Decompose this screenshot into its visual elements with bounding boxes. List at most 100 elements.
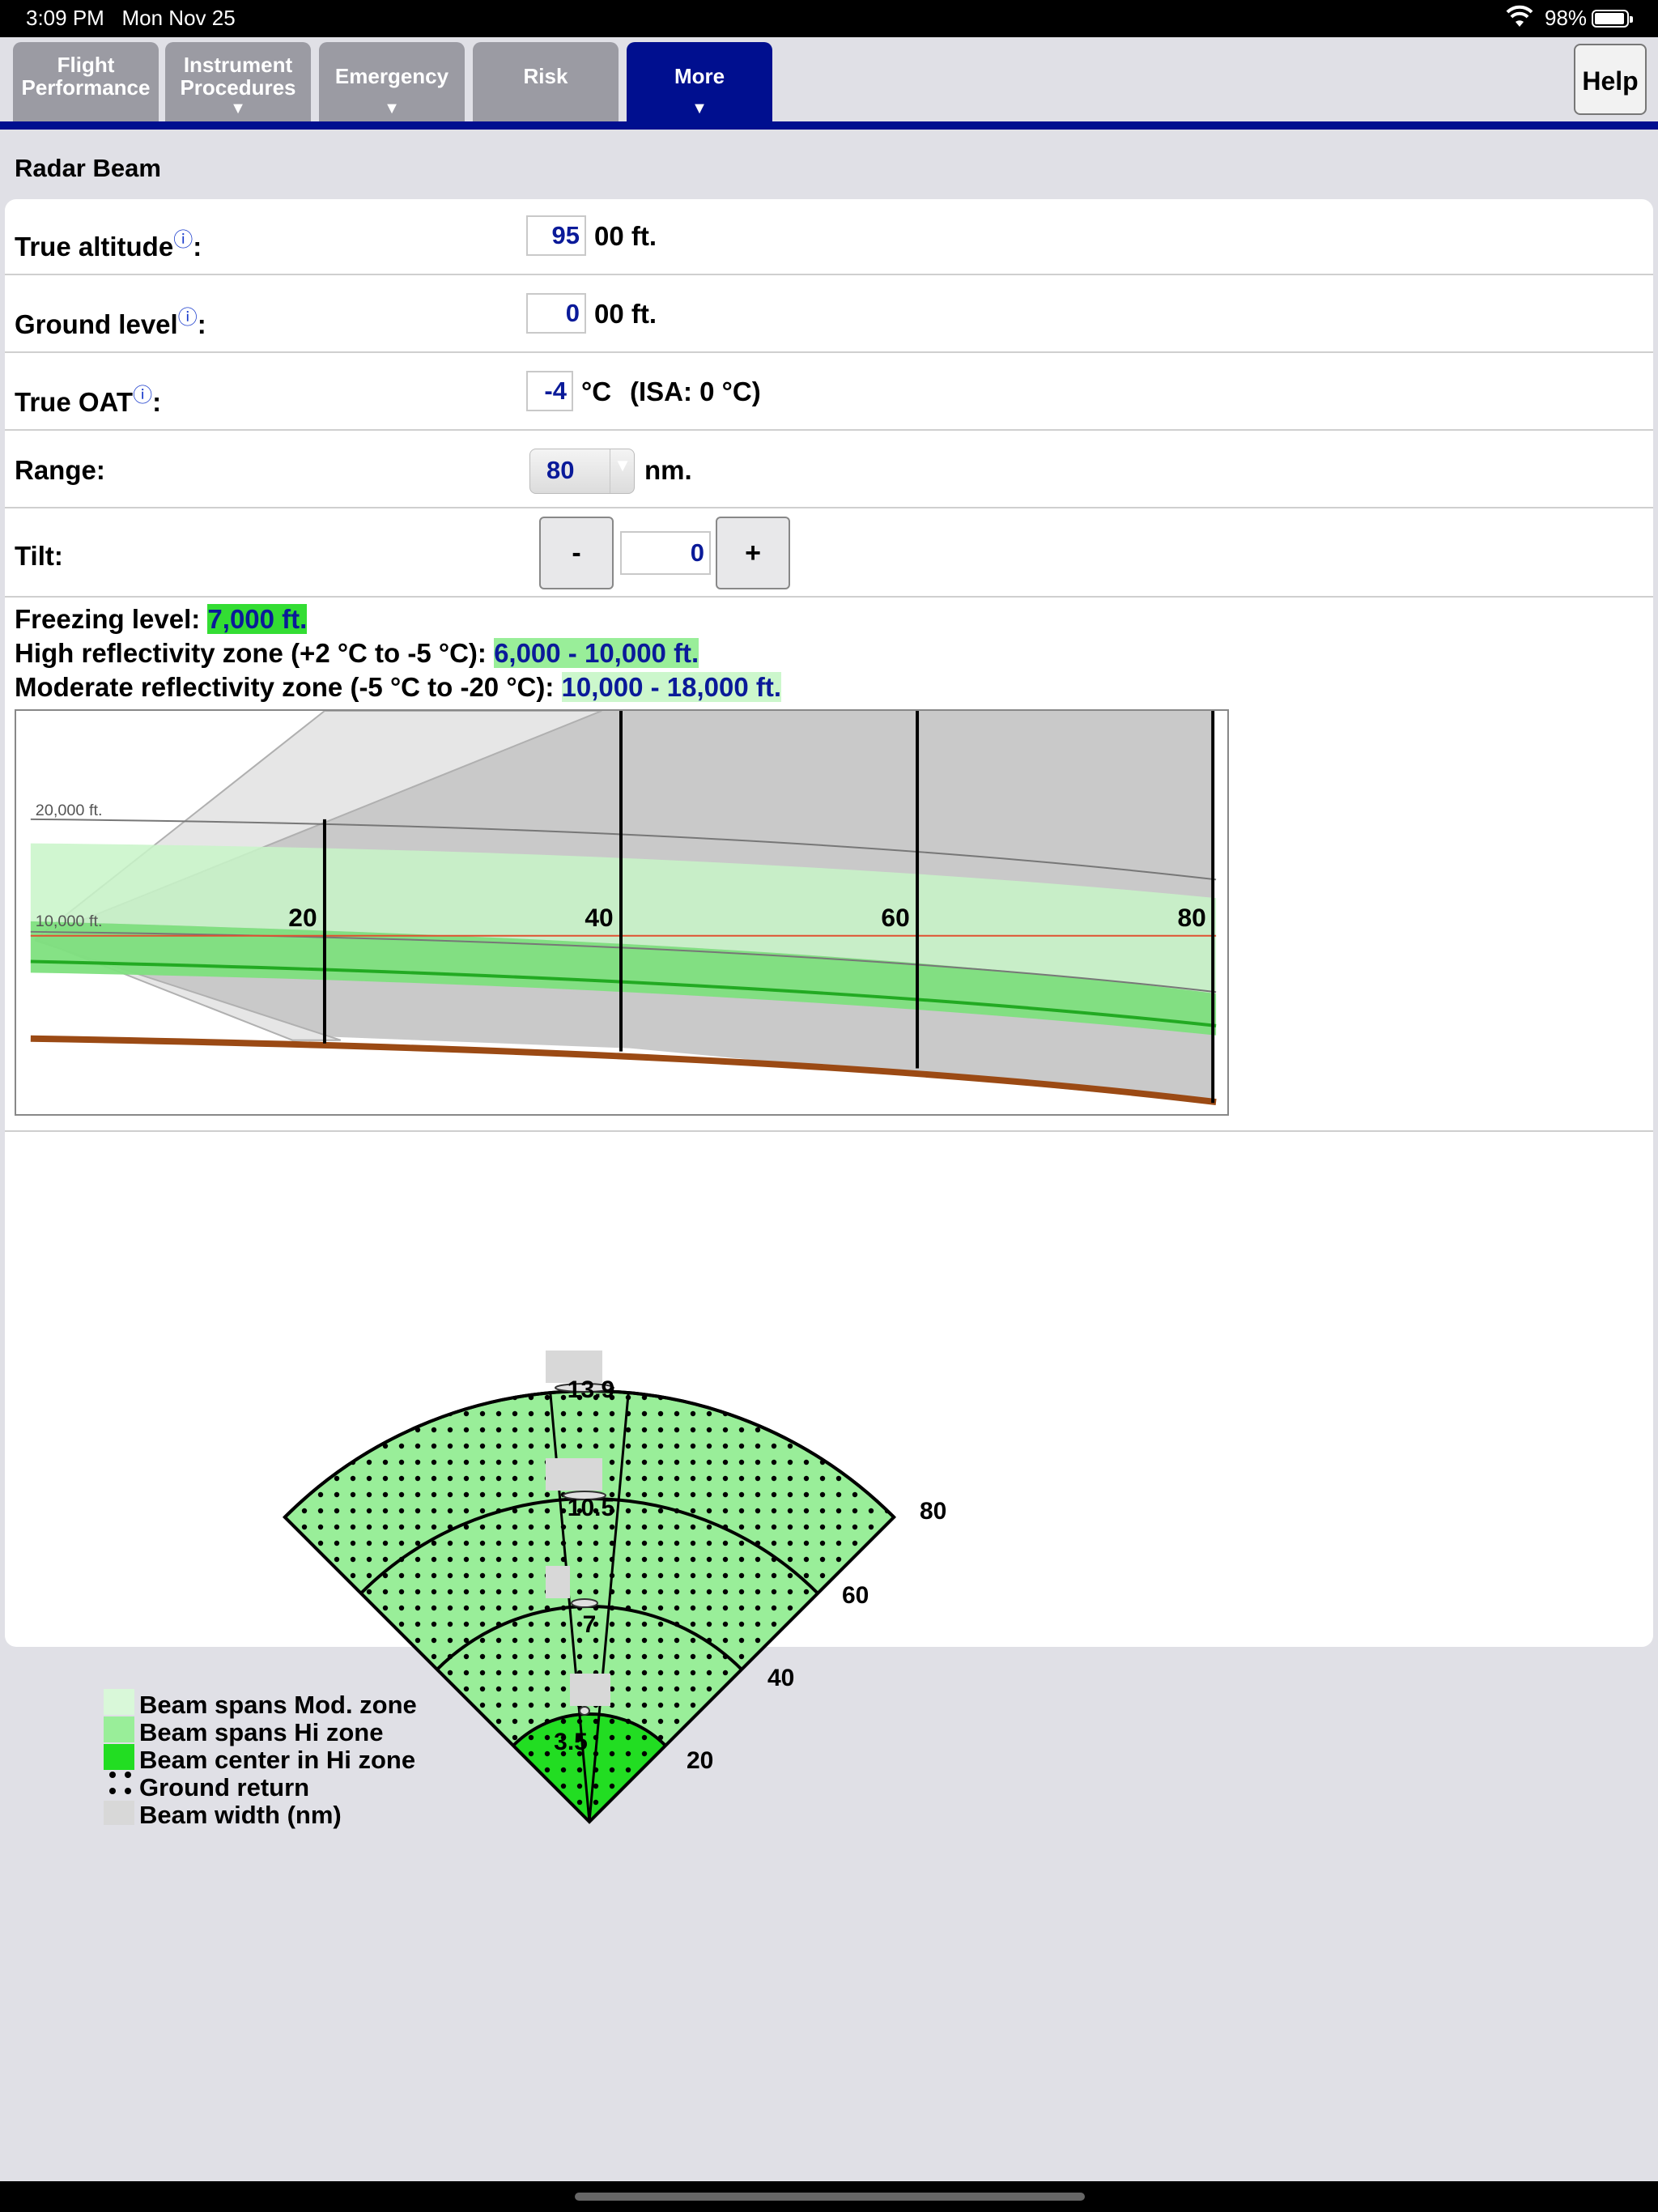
- tab-flight-performance[interactable]: Flight Performance: [13, 42, 159, 121]
- legend-ground-return: Ground return: [139, 1773, 309, 1802]
- moderate-reflectivity-value: 10,000 - 18,000 ft.: [561, 672, 782, 702]
- chevron-down-icon: ▼: [384, 100, 400, 117]
- beam-profile-chart: 20,000 ft. 10,000 ft. 20 40 60 80: [15, 709, 1229, 1116]
- tab-more[interactable]: More ▼: [627, 42, 772, 121]
- freezing-level-value: 7,000 ft.: [207, 604, 308, 634]
- beam-sector-chart: 20 40 60 80 3.5 7 10.5 13.9 Beam spans M…: [104, 1351, 946, 1829]
- beam-width-ellipse: [571, 1598, 598, 1608]
- true-altitude-unit: 00 ft.: [594, 221, 657, 251]
- info-icon[interactable]: ⓘ: [133, 385, 153, 406]
- true-altitude-row: True altitudeⓘ: 95 00 ft.: [5, 199, 1653, 275]
- tab-label-line2: Procedures: [180, 75, 296, 100]
- range-unit: nm.: [644, 455, 692, 485]
- beam-width-label-80: 13.9: [568, 1376, 614, 1403]
- beam-width-box: [570, 1674, 610, 1706]
- tilt-row: Tilt: - 0 +: [5, 508, 1653, 598]
- beam-width-label-60: 10.5: [568, 1495, 614, 1521]
- beam-width-ellipse: [555, 1383, 614, 1393]
- high-reflectivity-value: 6,000 - 10,000 ft.: [494, 638, 699, 668]
- chevron-down-icon: ▼: [610, 449, 635, 493]
- beam-width-box: [546, 1351, 602, 1383]
- true-altitude-input[interactable]: 95: [526, 215, 586, 256]
- moderate-reflectivity-line: Moderate reflectivity zone (-5 °C to -20…: [15, 672, 782, 702]
- range-row: Range: 80 ▼ nm.: [5, 431, 1653, 508]
- content-card: True altitudeⓘ: 95 00 ft. Ground levelⓘ:…: [5, 199, 1653, 1829]
- ground-level-input[interactable]: 0: [526, 293, 586, 334]
- range-label: Range:: [15, 455, 105, 485]
- tilt-label: Tilt:: [15, 541, 63, 571]
- help-button[interactable]: Help: [1574, 44, 1647, 115]
- ground-level-unit: 00 ft.: [594, 299, 657, 329]
- ground-level-label: Ground levelⓘ:: [15, 307, 206, 339]
- range-ring-20: [512, 1712, 667, 1747]
- tab-label-line1: Instrument: [183, 53, 293, 77]
- status-bar: 3:09 PM Mon Nov 25 98%: [0, 0, 1658, 37]
- section-divider: [5, 1130, 1653, 1132]
- tab-bar-rule: [0, 121, 1658, 130]
- legend-mod-zone: Beam spans Mod. zone: [139, 1691, 417, 1719]
- range-ring-label-80: 80: [920, 1498, 946, 1525]
- tab-label-line1: Flight: [57, 53, 115, 77]
- legend-swatch-beam-center: [104, 1744, 134, 1770]
- chevron-down-icon: ▼: [230, 100, 246, 117]
- info-icon[interactable]: ⓘ: [177, 307, 198, 329]
- beam-center-line: [30, 959, 1217, 1027]
- tab-label: More: [674, 64, 725, 88]
- home-indicator[interactable]: [575, 2193, 1085, 2201]
- legend-hi-zone: Beam spans Hi zone: [139, 1718, 383, 1746]
- info-icon[interactable]: ⓘ: [173, 229, 193, 251]
- range-ring-label-20: 20: [687, 1747, 713, 1774]
- battery-percent: 98%: [1545, 6, 1588, 30]
- freezing-level-line: Freezing level: 7,000 ft.: [15, 604, 308, 634]
- true-oat-input[interactable]: -4: [526, 371, 573, 411]
- tab-instrument-procedures[interactable]: Instrument Procedures ▼: [165, 42, 311, 121]
- moderate-zone-band: [30, 843, 1217, 994]
- tab-label: Emergency: [334, 64, 449, 88]
- tab-risk[interactable]: Risk: [473, 42, 619, 121]
- legend-beam-center: Beam center in Hi zone: [139, 1746, 415, 1774]
- range-ring-label-40: 40: [767, 1665, 794, 1691]
- beam-width-box: [546, 1566, 570, 1598]
- altitude-label-10000: 10,000 ft.: [36, 912, 103, 930]
- distance-label-80: 80: [1177, 903, 1205, 932]
- beam-width-box: [546, 1458, 602, 1491]
- battery-icon: [1592, 10, 1633, 28]
- range-ring-label-60: 60: [842, 1582, 869, 1609]
- page-title: Radar Beam: [15, 154, 161, 182]
- beam-width-label-20: 3.5: [554, 1729, 588, 1755]
- legend-beam-width: Beam width (nm): [139, 1801, 342, 1829]
- chevron-down-icon: ▼: [691, 100, 708, 117]
- wifi-icon: [1506, 5, 1533, 27]
- legend-swatch-mod-zone: [104, 1689, 134, 1715]
- true-oat-label: True OATⓘ:: [15, 385, 162, 417]
- legend-swatch-hi-zone: [104, 1716, 134, 1742]
- tab-label-line2: Performance: [21, 75, 151, 100]
- isa-temperature: (ISA: 0 °C): [630, 376, 761, 406]
- beam-width-label-40: 7: [583, 1611, 597, 1638]
- distance-label-60: 60: [881, 903, 909, 932]
- range-select[interactable]: 80 ▼: [529, 449, 635, 494]
- tab-emergency[interactable]: Emergency ▼: [319, 42, 465, 121]
- status-time: 3:09 PM Mon Nov 25: [26, 6, 236, 30]
- distance-label-40: 40: [585, 903, 613, 932]
- true-altitude-label: True altitudeⓘ:: [15, 229, 202, 262]
- tab-label: Risk: [523, 64, 568, 88]
- tab-bar: Flight Performance Instrument Procedures…: [0, 37, 1658, 130]
- high-reflectivity-line: High reflectivity zone (+2 °C to -5 °C):…: [15, 638, 699, 668]
- ground-return-dot-icon: [109, 1772, 116, 1778]
- altitude-label-20000: 20,000 ft.: [36, 802, 103, 819]
- legend-swatch-beam-width: [104, 1801, 134, 1825]
- ground-line: [30, 1035, 1217, 1106]
- tilt-increase-button[interactable]: +: [716, 517, 790, 589]
- altitude-line-20000: [30, 818, 1217, 881]
- distance-label-20: 20: [288, 903, 317, 932]
- true-oat-row: True OATⓘ: -4 °C (ISA: 0 °C): [5, 353, 1653, 431]
- range-value: 80: [546, 456, 575, 484]
- beam-width-ellipse: [579, 1706, 590, 1716]
- beam-width-ellipse: [563, 1491, 606, 1500]
- ground-level-row: Ground levelⓘ: 0 00 ft.: [5, 275, 1653, 353]
- tilt-decrease-button[interactable]: -: [539, 517, 614, 589]
- tilt-input[interactable]: 0: [620, 531, 711, 575]
- high-zone-band: [30, 921, 1217, 1036]
- true-oat-unit: °C: [581, 376, 612, 406]
